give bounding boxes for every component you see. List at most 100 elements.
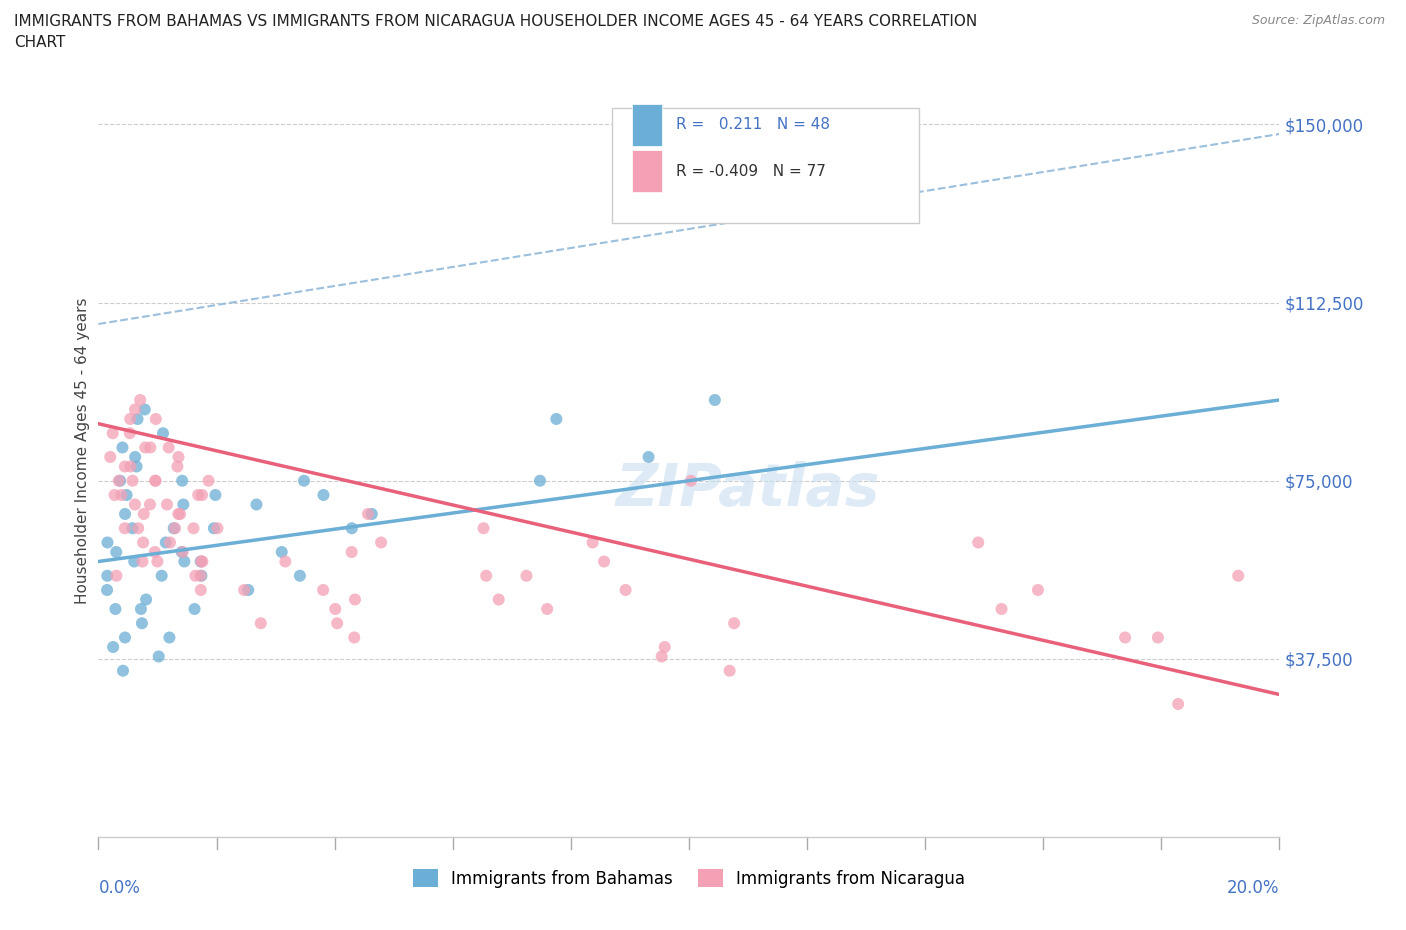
Point — [111, 663, 134, 678]
Point — [191, 487, 214, 502]
Point — [323, 602, 346, 617]
Text: 0.0%: 0.0% — [98, 880, 141, 897]
Point — [108, 473, 131, 488]
Point — [143, 545, 166, 560]
Point — [120, 459, 142, 474]
Point — [190, 554, 212, 569]
Point — [529, 473, 551, 488]
Point — [546, 412, 568, 427]
Point — [238, 582, 260, 597]
Point — [343, 630, 366, 644]
Point — [679, 473, 702, 488]
Point — [718, 663, 741, 678]
Point — [165, 521, 187, 536]
Point — [190, 568, 212, 583]
Point — [169, 507, 191, 522]
Point — [292, 473, 315, 488]
Point — [96, 568, 118, 583]
Point — [156, 497, 179, 512]
Point — [340, 545, 363, 560]
Point — [127, 521, 149, 536]
Point — [132, 535, 155, 550]
Point — [150, 568, 173, 583]
Point — [1147, 630, 1170, 644]
Point — [614, 582, 637, 597]
Point — [101, 426, 124, 441]
Point — [111, 440, 134, 455]
Point — [187, 487, 209, 502]
Point — [134, 440, 156, 455]
Point — [245, 497, 267, 512]
Text: 20.0%: 20.0% — [1227, 880, 1279, 897]
Point — [357, 507, 380, 522]
Point — [167, 449, 190, 464]
Point — [139, 497, 162, 512]
Y-axis label: Householder Income Ages 45 - 64 years: Householder Income Ages 45 - 64 years — [75, 298, 90, 604]
Point — [581, 535, 603, 550]
Point — [121, 473, 143, 488]
Point — [202, 521, 225, 536]
Text: Source: ZipAtlas.com: Source: ZipAtlas.com — [1251, 14, 1385, 27]
Point — [197, 473, 219, 488]
Point — [167, 507, 190, 522]
Point — [121, 521, 143, 536]
Point — [96, 582, 118, 597]
Point — [134, 402, 156, 417]
Point — [183, 602, 205, 617]
Point — [132, 507, 155, 522]
Point — [637, 449, 659, 464]
Point — [703, 392, 725, 407]
Point — [129, 392, 152, 407]
Point — [515, 568, 537, 583]
FancyBboxPatch shape — [612, 108, 920, 223]
Point — [190, 568, 212, 583]
Point — [172, 545, 194, 560]
Point — [114, 521, 136, 536]
Text: ZIPatlas: ZIPatlas — [616, 461, 880, 518]
Point — [114, 459, 136, 474]
Point — [115, 487, 138, 502]
Point — [274, 554, 297, 569]
Point — [125, 459, 148, 474]
Point — [159, 535, 181, 550]
Point — [593, 554, 616, 569]
Point — [233, 582, 256, 597]
Text: R =   0.211   N = 48: R = 0.211 N = 48 — [676, 117, 830, 132]
Point — [129, 602, 152, 617]
Point — [105, 568, 128, 583]
Point — [360, 507, 382, 522]
Point — [145, 473, 167, 488]
Point — [152, 426, 174, 441]
Point — [183, 521, 205, 536]
Point — [166, 459, 188, 474]
Point — [1026, 582, 1049, 597]
Point — [118, 426, 141, 441]
Point — [127, 412, 149, 427]
Point — [488, 592, 510, 607]
Point — [204, 487, 226, 502]
Point — [190, 554, 212, 569]
Point — [120, 412, 142, 427]
Text: R = -0.409   N = 77: R = -0.409 N = 77 — [676, 164, 825, 179]
Point — [288, 568, 311, 583]
Point — [651, 649, 673, 664]
Point — [173, 554, 195, 569]
Point — [139, 440, 162, 455]
Point — [1167, 697, 1189, 711]
Point — [145, 412, 167, 427]
Point — [101, 640, 124, 655]
Point — [104, 487, 127, 502]
Text: CHART: CHART — [14, 35, 66, 50]
Point — [312, 487, 335, 502]
Point — [312, 582, 335, 597]
Point — [148, 649, 170, 664]
Point — [107, 473, 129, 488]
Point — [723, 616, 745, 631]
Point — [343, 592, 366, 607]
Point — [143, 473, 166, 488]
Point — [184, 568, 207, 583]
Point — [146, 554, 169, 569]
Point — [114, 507, 136, 522]
Point — [135, 592, 157, 607]
Point — [654, 640, 676, 655]
